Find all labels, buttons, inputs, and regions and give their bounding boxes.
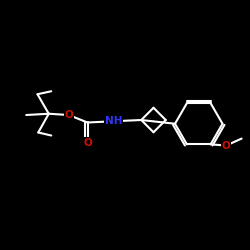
Text: O: O xyxy=(64,110,73,120)
Text: O: O xyxy=(83,138,92,148)
Text: NH: NH xyxy=(105,116,122,126)
Text: O: O xyxy=(222,140,230,150)
